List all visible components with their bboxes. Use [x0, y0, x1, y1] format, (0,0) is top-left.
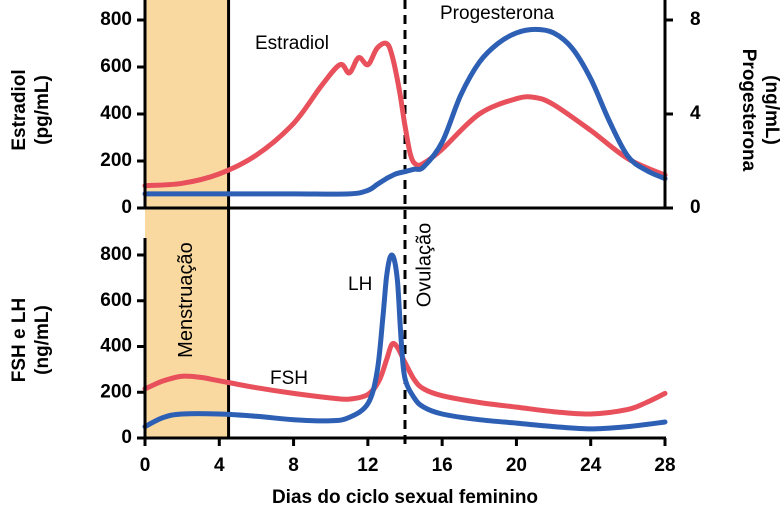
x-axis-title: Dias do ciclo sexual feminino: [272, 487, 538, 508]
bottom-xtick-label: 28: [654, 455, 675, 476]
top-right-ytick-label: 0: [690, 197, 701, 218]
fsh-lh-axis-title-line-2: (ng/mL): [32, 305, 53, 375]
top-right-ytick-label: 4: [690, 103, 701, 124]
top-ytick-label: 600: [100, 56, 132, 77]
bottom-xtick-label: 4: [214, 455, 225, 476]
lh-curve: [142, 252, 668, 432]
bottom-ytick-label: 600: [100, 290, 132, 311]
ovulation-label: Ovulação: [413, 223, 435, 308]
estradiol-label: Estradiol: [255, 33, 329, 54]
bottom-xtick-label: 8: [288, 455, 299, 476]
progesterona-axis-title-line-2: (ng/mL): [761, 75, 782, 145]
fsh-curve: [142, 340, 668, 417]
lh-label: LH: [348, 274, 372, 295]
progesterona-axis-title-line-1: Progesterona: [738, 49, 759, 172]
progesterona-label: Progesterona: [440, 3, 555, 24]
top-ytick-label: 800: [100, 9, 132, 30]
bottom-xtick-label: 16: [432, 455, 453, 476]
bottom-xtick-label: 24: [580, 455, 602, 476]
bottom-xtick-label: 12: [357, 455, 378, 476]
top-ytick-label: 200: [100, 150, 132, 171]
bottom-xtick-label: 0: [140, 455, 151, 476]
bottom-ytick-label: 0: [121, 427, 132, 448]
menstruation-label: Menstruação: [175, 242, 197, 358]
bottom-ytick-label: 400: [100, 336, 132, 357]
estradiol-axis-title-line-2: (pg/mL): [32, 75, 53, 145]
bottom-ytick-label: 800: [100, 244, 132, 265]
top-ytick-label: 0: [121, 197, 132, 218]
estradiol-curve: [142, 40, 668, 189]
menstruation-band: [145, 0, 229, 438]
estradiol-axis-title-line-1: Estradiol: [9, 69, 30, 150]
top-ytick-label: 400: [100, 103, 132, 124]
fsh-lh-axis-title-line-1: FSH e LH: [9, 298, 30, 382]
fsh-label: FSH: [270, 368, 308, 389]
bottom-ytick-label: 200: [100, 381, 132, 402]
bottom-xtick-label: 20: [506, 455, 527, 476]
top-right-ytick-label: 8: [690, 9, 701, 30]
progesterona-curve: [142, 26, 668, 197]
